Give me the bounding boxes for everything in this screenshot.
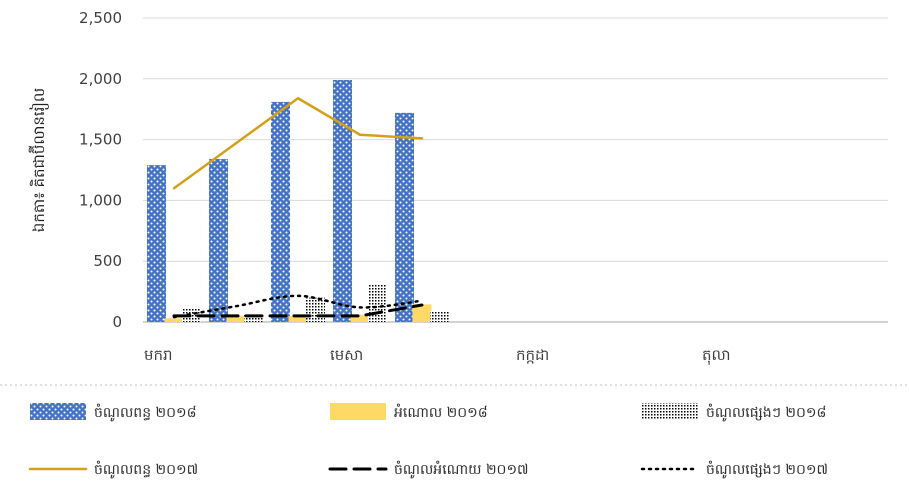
legend-label: អំណោល ២០១៨: [394, 403, 488, 421]
legend-label: ចំណូលផ្សេងៗ ២០១៨: [706, 403, 826, 422]
gridlines: [143, 17, 888, 323]
bar: [368, 284, 387, 322]
bar: [395, 112, 414, 323]
legend-swatch: [330, 403, 386, 420]
legend-swatch: [30, 403, 86, 420]
bar: [333, 80, 352, 323]
bar: [164, 318, 184, 322]
bar: [306, 297, 325, 322]
legend: ចំណូលពន្ធ ២០១៨ អំណោល ២០១៨ ចំណូលផ្សេងៗ ២០១៨…: [28, 403, 828, 479]
y-tick-label: 1,500: [79, 131, 122, 149]
y-tick-label: 2,000: [79, 70, 122, 88]
legend-label: ចំណូលអំណោយ ២០១៧: [394, 460, 529, 479]
y-axis-label: ឯកតា៖ គិតជាប៊ីលានរៀល: [28, 88, 49, 232]
lines: [172, 97, 424, 319]
legend-label: ចំណូលពន្ធ ២០១៧: [94, 460, 198, 479]
y-axis-ticks: 0 500 1,000 1,500 2,000 2,500: [79, 9, 122, 331]
bar: [271, 101, 290, 323]
y-tick-label: 0: [112, 313, 122, 331]
series-line: [172, 303, 424, 318]
y-tick-label: 2,500: [79, 9, 122, 27]
bar: [430, 311, 449, 322]
x-tick-label: មេសា: [330, 346, 363, 364]
x-tick-label: មករា: [144, 346, 173, 364]
bar: [209, 159, 228, 322]
y-tick-label: 1,000: [79, 191, 122, 209]
x-axis-ticks: មករា មេសា កក្កដា តុលា: [144, 346, 731, 365]
x-tick-label: កក្កដា: [516, 346, 549, 364]
series-line: [172, 294, 424, 319]
legend-label: ចំណូលពន្ធ ២០១៨: [94, 403, 197, 422]
bar: [147, 165, 166, 322]
bar: [226, 315, 246, 322]
bar: [350, 314, 370, 322]
bar: [244, 314, 263, 322]
bars: [147, 80, 449, 323]
legend-label: ចំណូលផ្សេងៗ ២០១៧: [706, 460, 828, 479]
x-tick-label: តុលា: [702, 346, 731, 365]
bar: [288, 315, 308, 322]
legend-swatch: [642, 403, 698, 420]
bar: [412, 304, 432, 322]
y-tick-label: 500: [93, 252, 122, 270]
series-line: [172, 97, 424, 190]
